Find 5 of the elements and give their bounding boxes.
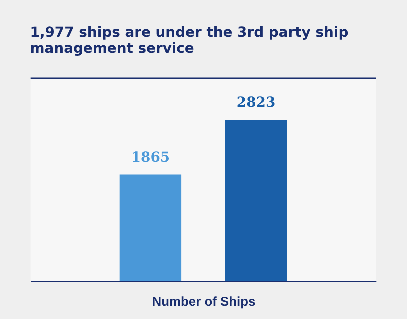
text: 1,977 ships are under the 3rd party ship [30, 25, 349, 41]
data-label: 1865 [131, 150, 170, 166]
text: management service [30, 40, 194, 57]
data-label: 2823 [236, 95, 276, 112]
x-axis-title: Number of Ships [152, 294, 256, 309]
